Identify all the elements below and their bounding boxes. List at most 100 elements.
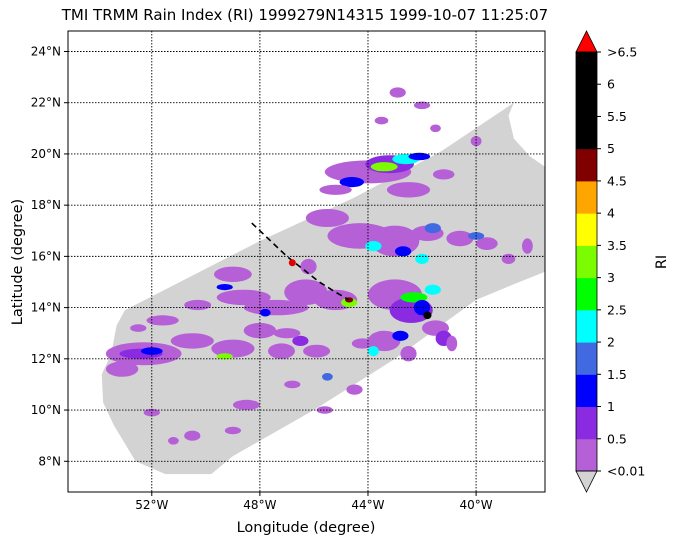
colorbar-segment xyxy=(576,374,597,408)
y-tick-label: 16°N xyxy=(31,249,61,263)
rain-cell xyxy=(319,184,352,195)
y-tick-label: 10°N xyxy=(31,403,61,417)
colorbar-segment xyxy=(576,309,597,343)
rain-cell xyxy=(232,399,260,410)
rain-cell xyxy=(370,162,398,172)
colorbar-tick-label: >6.5 xyxy=(607,45,637,60)
colorbar-under-extend xyxy=(575,470,598,493)
rain-cell xyxy=(216,289,271,306)
rain-cell xyxy=(168,437,179,445)
y-tick-label: 24°N xyxy=(31,44,61,58)
rain-cell xyxy=(105,361,139,377)
rain-cell xyxy=(389,87,406,98)
y-tick-label: 20°N xyxy=(31,147,61,161)
rain-cell xyxy=(292,335,309,346)
storm-center-marker xyxy=(288,259,296,267)
y-tick-label: 14°N xyxy=(31,301,61,315)
rain-cell xyxy=(141,347,163,355)
rain-cell xyxy=(408,152,431,161)
rain-cell xyxy=(368,346,379,357)
rain-cell xyxy=(400,346,417,362)
gridlines xyxy=(68,31,545,492)
rain-cell xyxy=(374,116,389,125)
colorbar-segment xyxy=(576,438,597,472)
plot-frame xyxy=(67,30,546,493)
rain-cell xyxy=(522,238,533,254)
colorbar-tick-label: 3 xyxy=(607,270,615,285)
colorbar-tick-label: 5 xyxy=(607,141,615,156)
rain-cell xyxy=(476,237,498,251)
colorbar-segment xyxy=(576,213,597,246)
rain-cell xyxy=(268,343,295,359)
rain-cell xyxy=(432,169,455,180)
rain-cell xyxy=(216,284,233,291)
colorbar-tick-label: <0.01 xyxy=(607,464,645,479)
rain-cell xyxy=(430,124,441,133)
rain-cell xyxy=(243,322,277,339)
rain-cell xyxy=(224,426,241,435)
colorbar-segment xyxy=(576,148,597,182)
rain-cell xyxy=(424,284,441,295)
colorbar-tick-label: 4.5 xyxy=(607,173,627,188)
rain-cell xyxy=(146,315,179,326)
rain-cell xyxy=(322,373,333,381)
colorbar-tick-label: 3.5 xyxy=(607,238,627,253)
rain-cell xyxy=(395,246,412,257)
satellite-swath xyxy=(101,64,545,475)
x-axis-ticks: 52°W 48°W 44°W 40°W xyxy=(135,492,493,512)
storm-center-dot xyxy=(288,259,296,267)
rain-cell xyxy=(273,328,301,339)
colorbar-segment xyxy=(576,245,597,279)
x-tick-label: 44°W xyxy=(351,498,384,512)
colorbar-segment xyxy=(576,180,597,214)
colorbar-tick-label: 4 xyxy=(607,206,615,221)
rain-cells xyxy=(105,87,533,445)
rain-cell xyxy=(316,406,333,414)
rain-cell xyxy=(184,430,201,441)
rain-cell xyxy=(300,258,317,275)
rain-cell xyxy=(216,353,233,360)
map-title: TMI TRMM Rain Index (RI) 1999279N14315 1… xyxy=(61,6,549,24)
colorbar-segment xyxy=(576,277,597,311)
rain-cell xyxy=(446,335,458,352)
rain-cell xyxy=(424,223,441,234)
x-tick-label: 40°W xyxy=(460,498,493,512)
colorbar-segment xyxy=(576,116,597,150)
rain-cell xyxy=(446,230,474,247)
rain-cell xyxy=(370,225,420,257)
x-tick-label: 48°W xyxy=(243,498,276,512)
y-axis-ticks: 8°N 10°N 12°N 14°N 16°N 18°N 20°N 22°N 24°N xyxy=(31,44,68,468)
rain-cell xyxy=(130,324,147,332)
y-axis-label: Latitude (degree) xyxy=(10,199,26,325)
rain-cell xyxy=(259,308,271,317)
colorbar-tick-label: 6 xyxy=(607,77,615,92)
rain-cell xyxy=(351,338,374,349)
rain-cell xyxy=(400,292,428,303)
rain-cell xyxy=(386,182,431,198)
rain-cell xyxy=(368,330,401,352)
rain-cell xyxy=(470,136,482,147)
rain-cell xyxy=(501,253,516,264)
rain-cell xyxy=(284,380,301,389)
y-tick-label: 12°N xyxy=(31,352,61,366)
colorbar-segment xyxy=(576,84,597,117)
colorbar-tick-label: 2.5 xyxy=(607,302,627,317)
colorbar-tick-label: 2 xyxy=(607,335,615,350)
colorbar-tick-label: 0.5 xyxy=(607,431,627,446)
rain-cell xyxy=(170,333,214,349)
rain-cell xyxy=(339,177,364,188)
rain-cell xyxy=(415,253,429,264)
colorbar-tick-label: 1 xyxy=(607,399,615,414)
y-tick-label: 22°N xyxy=(31,96,61,110)
x-axis-label: Longitude (degree) xyxy=(237,520,376,536)
rain-cell xyxy=(392,330,409,341)
rain-cell xyxy=(423,311,432,320)
rain-cell xyxy=(184,299,212,311)
rain-cell xyxy=(346,384,363,395)
rain-cell xyxy=(365,241,382,252)
rain-cell xyxy=(413,101,431,110)
rain-cell xyxy=(305,209,349,227)
y-tick-label: 8°N xyxy=(38,454,61,468)
x-tick-label: 52°W xyxy=(135,498,168,512)
